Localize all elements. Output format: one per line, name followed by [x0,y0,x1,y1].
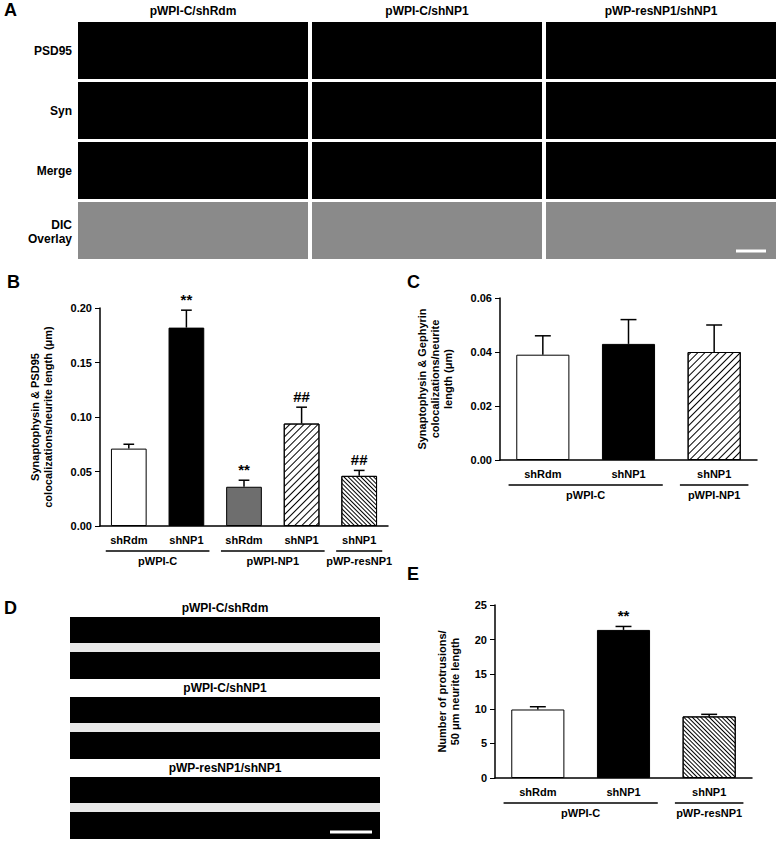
svg-text:Overlay: Overlay [28,232,72,246]
svg-text:pWPI-C: pWPI-C [138,555,177,567]
svg-text:0.20: 0.20 [71,302,92,314]
svg-text:##: ## [293,388,310,405]
svg-text:0.02: 0.02 [471,400,492,412]
svg-text:shNP1: shNP1 [611,468,645,480]
svg-text:0.04: 0.04 [471,346,493,358]
svg-text:shNP1: shNP1 [169,534,203,546]
svg-text:0.05: 0.05 [71,466,92,478]
svg-text:pWP-resNP1: pWP-resNP1 [676,807,742,819]
svg-text:pWPI-C: pWPI-C [566,489,605,501]
svg-text:**: ** [238,461,250,478]
svg-text:shNP1: shNP1 [692,786,726,798]
svg-text:pWPI-C: pWPI-C [561,807,600,819]
svg-text:pWPI-C/shRdm: pWPI-C/shRdm [182,601,269,615]
svg-text:shNP1: shNP1 [697,468,731,480]
svg-text:shRdm: shRdm [519,786,557,798]
svg-text:0.00: 0.00 [471,454,492,466]
svg-text:shNP1: shNP1 [606,786,640,798]
svg-text:0.15: 0.15 [71,357,92,369]
svg-text:0.10: 0.10 [71,411,92,423]
svg-text:##: ## [351,451,368,468]
svg-text:pWPI-NP1: pWPI-NP1 [688,489,741,501]
svg-text:shRdm: shRdm [225,534,263,546]
svg-text:shNP1: shNP1 [342,534,376,546]
svg-text:A: A [4,0,17,20]
svg-text:E: E [407,564,419,584]
svg-text:PSD95: PSD95 [34,44,72,58]
svg-text:pWPI-C/shRdm: pWPI-C/shRdm [150,4,237,18]
svg-text:D: D [4,598,17,618]
svg-text:Synaptophysin & PSD95: Synaptophysin & PSD95 [29,353,41,481]
svg-text:10: 10 [475,703,487,715]
svg-text:pWPI-C/shNP1: pWPI-C/shNP1 [385,4,469,18]
svg-text:pWPI-C/shNP1: pWPI-C/shNP1 [183,681,267,695]
svg-text:pWP-resNP1: pWP-resNP1 [326,555,392,567]
svg-text:25: 25 [475,599,487,611]
svg-text:50 μm neurite length: 50 μm neurite length [449,637,461,745]
svg-text:shRdm: shRdm [524,468,562,480]
svg-text:shRdm: shRdm [110,534,148,546]
svg-text:15: 15 [475,668,487,680]
svg-text:length (μm): length (μm) [442,349,454,409]
svg-text:0.00: 0.00 [71,520,92,532]
svg-text:**: ** [181,291,193,308]
svg-text:pWP-resNP1/shNP1: pWP-resNP1/shNP1 [605,4,718,18]
svg-text:C: C [407,272,420,292]
svg-text:shNP1: shNP1 [284,534,318,546]
svg-text:0: 0 [481,772,487,784]
svg-text:colocalizations/neurite length: colocalizations/neurite length (μm) [42,326,54,508]
svg-text:**: ** [618,607,630,624]
svg-text:colocalizations/neurite: colocalizations/neurite [429,320,441,439]
svg-text:DIC: DIC [51,218,72,232]
svg-text:Merge: Merge [37,164,73,178]
svg-text:0.06: 0.06 [471,292,492,304]
svg-text:B: B [7,272,20,292]
svg-text:Syn: Syn [50,104,72,118]
svg-text:20: 20 [475,634,487,646]
svg-text:Number of protrusions/: Number of protrusions/ [436,630,448,752]
svg-text:pWP-resNP1/shNP1: pWP-resNP1/shNP1 [169,761,282,775]
svg-text:Synaptophysin & Gephyrin: Synaptophysin & Gephyrin [416,308,428,449]
svg-text:pWPI-NP1: pWPI-NP1 [247,555,300,567]
svg-text:5: 5 [481,737,487,749]
